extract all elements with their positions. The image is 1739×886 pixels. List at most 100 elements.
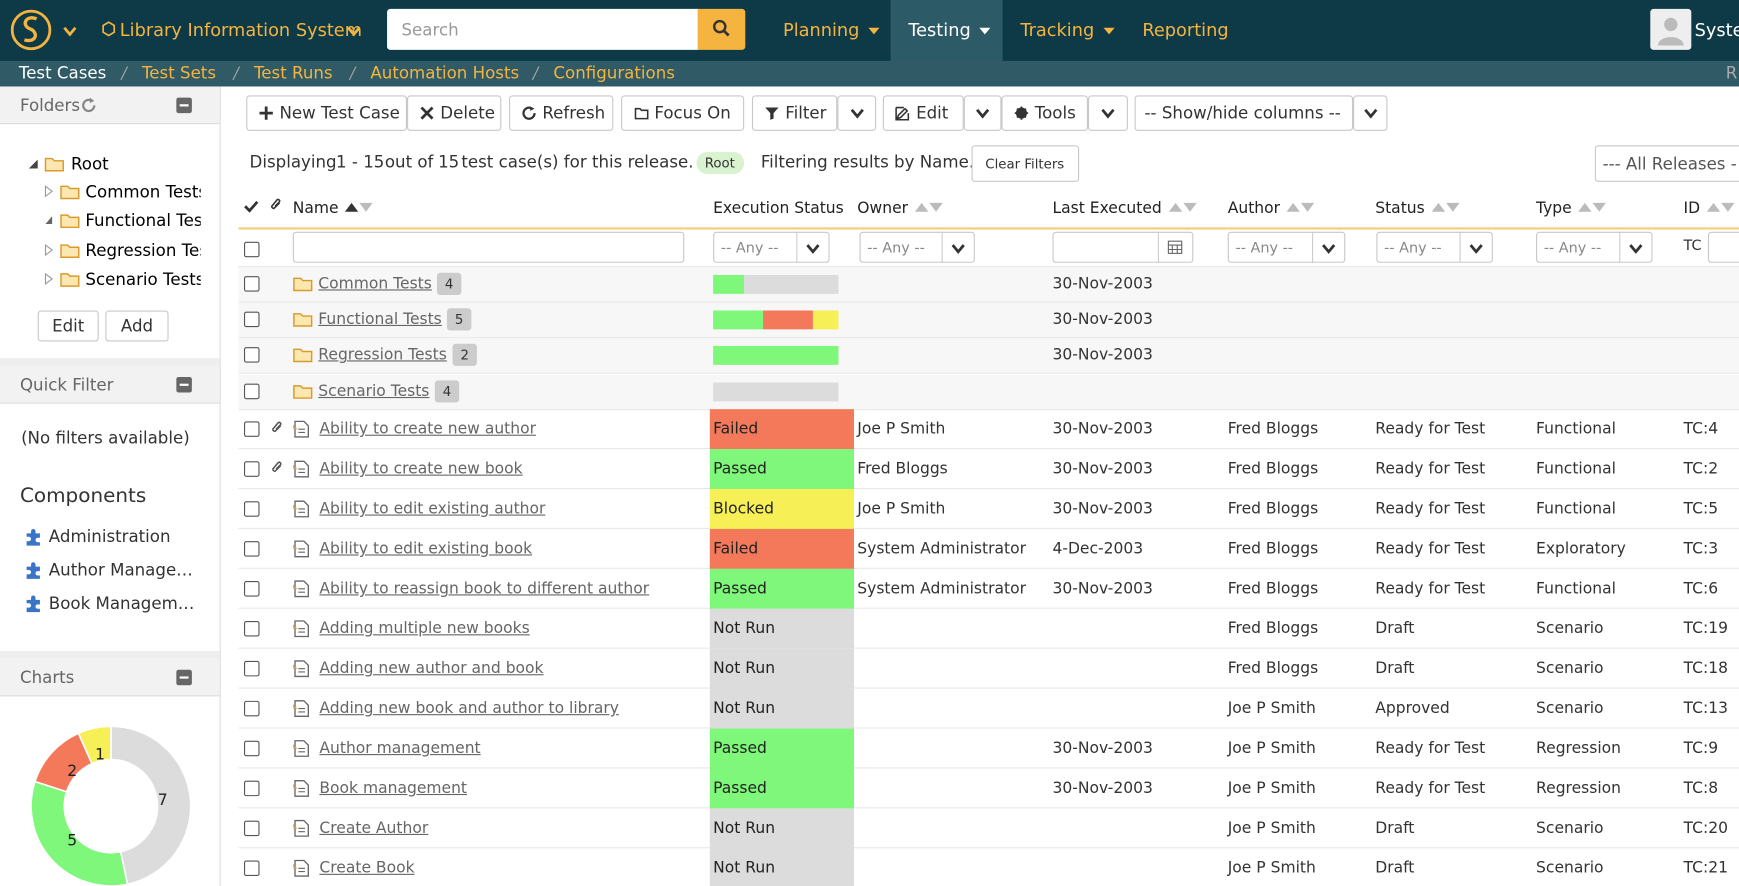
checkbox[interactable] <box>243 347 260 364</box>
test-case-link[interactable]: Book management <box>319 779 468 798</box>
menu-item[interactable]: Tracking <box>1020 19 1095 41</box>
icon-part <box>1168 202 1183 212</box>
checkbox[interactable] <box>243 780 260 797</box>
column-header[interactable]: Status <box>1375 199 1425 218</box>
component-link[interactable]: Author Management <box>48 559 200 580</box>
checkbox[interactable] <box>243 276 260 292</box>
tree-item[interactable]: Regression Tests <box>85 240 200 261</box>
checkbox[interactable] <box>243 581 260 597</box>
toolbar-button[interactable] <box>751 95 838 131</box>
checkbox[interactable] <box>243 700 260 717</box>
project-name[interactable]: Library Information System <box>119 19 363 41</box>
chevron <box>976 108 990 119</box>
chevron <box>1101 108 1115 119</box>
checkbox[interactable] <box>243 311 260 328</box>
icon-part <box>723 30 730 37</box>
dropdown-button[interactable] <box>963 95 1002 131</box>
icon-part <box>292 823 298 830</box>
column-header[interactable]: Name <box>292 199 339 218</box>
checkbox[interactable] <box>243 421 260 437</box>
tab[interactable]: Test Sets <box>141 63 217 84</box>
any-select[interactable] <box>859 231 975 263</box>
dropdown-button[interactable] <box>837 95 877 131</box>
cell: TC:2 <box>1683 460 1719 478</box>
checkbox[interactable] <box>243 501 260 517</box>
release-select[interactable] <box>1594 145 1739 182</box>
icon-part <box>347 26 361 37</box>
menu-item[interactable]: Testing <box>908 19 971 41</box>
cell: Fred Bloggs <box>1227 460 1319 478</box>
toolbar-button[interactable] <box>246 95 408 131</box>
sort-arrows <box>1431 202 1460 212</box>
tree-item[interactable]: Functional Tests <box>85 210 200 231</box>
column-header[interactable]: Last Executed <box>1052 199 1162 218</box>
clear-filters[interactable] <box>971 145 1080 182</box>
checkbox[interactable] <box>243 860 260 877</box>
folder-icon <box>293 349 313 363</box>
test-case-link[interactable]: Ability to create new book <box>319 460 523 478</box>
tab[interactable]: Automation Hosts <box>370 63 520 84</box>
any-select[interactable] <box>713 231 830 263</box>
checkbox[interactable] <box>243 461 260 477</box>
icon-part <box>270 198 281 210</box>
toolbar-button[interactable] <box>407 95 502 131</box>
folder-link[interactable]: Regression Tests <box>318 346 447 365</box>
sidebar-button[interactable] <box>37 310 99 342</box>
search-button[interactable] <box>697 8 746 50</box>
tab[interactable]: Configurations <box>553 63 675 84</box>
column-header[interactable]: ID <box>1683 199 1701 218</box>
checkbox[interactable] <box>243 620 260 637</box>
test-case-link[interactable]: Create Book <box>319 859 415 878</box>
column-header[interactable]: Execution Status <box>713 199 844 218</box>
dropdown-button[interactable] <box>1087 95 1128 131</box>
icon-part <box>1300 202 1315 212</box>
folder-link[interactable]: Scenario Tests <box>318 382 430 400</box>
folder-count-badge <box>434 379 460 403</box>
test-case-link[interactable]: Adding new book and author to library <box>319 699 619 718</box>
tree-item[interactable]: Scenario Tests <box>85 269 201 290</box>
test-case-link[interactable]: Create Author <box>319 819 429 838</box>
folder-row <box>238 302 1739 339</box>
column-header[interactable]: Owner <box>857 199 909 218</box>
test-case-link[interactable]: Adding multiple new books <box>319 619 530 638</box>
checkbox[interactable] <box>243 241 260 258</box>
dropdown-button[interactable] <box>1353 95 1388 131</box>
tree-item[interactable]: Common Tests <box>85 181 201 202</box>
panel-title: Quick Filter <box>19 374 114 395</box>
sidebar-button[interactable] <box>105 310 169 342</box>
folder-count: 4 <box>444 276 454 292</box>
test-case-link[interactable]: Ability to edit existing author <box>319 500 546 518</box>
toolbar-button[interactable] <box>1134 95 1354 131</box>
select-divider <box>1312 231 1314 263</box>
checkbox[interactable] <box>243 541 260 557</box>
menu-item[interactable]: Reporting <box>1142 19 1229 41</box>
execution-cell <box>709 768 854 809</box>
toolbar-button[interactable] <box>509 95 614 131</box>
user-name[interactable]: System <box>1694 19 1739 41</box>
folder-link[interactable]: Common Tests <box>318 275 432 293</box>
menu-item[interactable]: Planning <box>782 19 860 41</box>
folder-row <box>238 338 1739 375</box>
tab[interactable]: Test Runs <box>253 63 333 84</box>
checkbox[interactable] <box>243 740 260 757</box>
tree-root[interactable]: Root <box>70 154 109 175</box>
checkbox[interactable] <box>243 383 260 399</box>
test-case-link[interactable]: Ability to edit existing book <box>319 540 533 558</box>
component-link[interactable]: Administration <box>48 526 171 547</box>
chevron <box>1469 244 1483 254</box>
test-case-link[interactable]: Ability to create new author <box>319 420 536 439</box>
toolbar-button[interactable] <box>621 95 745 131</box>
column-header[interactable]: Author <box>1227 199 1281 218</box>
checkbox[interactable] <box>243 820 260 837</box>
test-case-link[interactable]: Ability to reassign book to different au… <box>319 579 650 598</box>
checkbox[interactable] <box>243 660 260 677</box>
test-case-link[interactable]: Adding new author and book <box>319 659 544 678</box>
folder-link[interactable]: Functional Tests <box>318 310 442 329</box>
cell: Ready for Test <box>1375 579 1486 598</box>
component-link[interactable]: Book Management <box>48 593 200 614</box>
test-case-link[interactable]: Author management <box>319 739 481 758</box>
icon-part <box>10 9 52 51</box>
column-header[interactable]: Type <box>1536 199 1572 218</box>
icon-part <box>293 384 313 399</box>
tab[interactable]: Test Cases <box>18 63 107 84</box>
